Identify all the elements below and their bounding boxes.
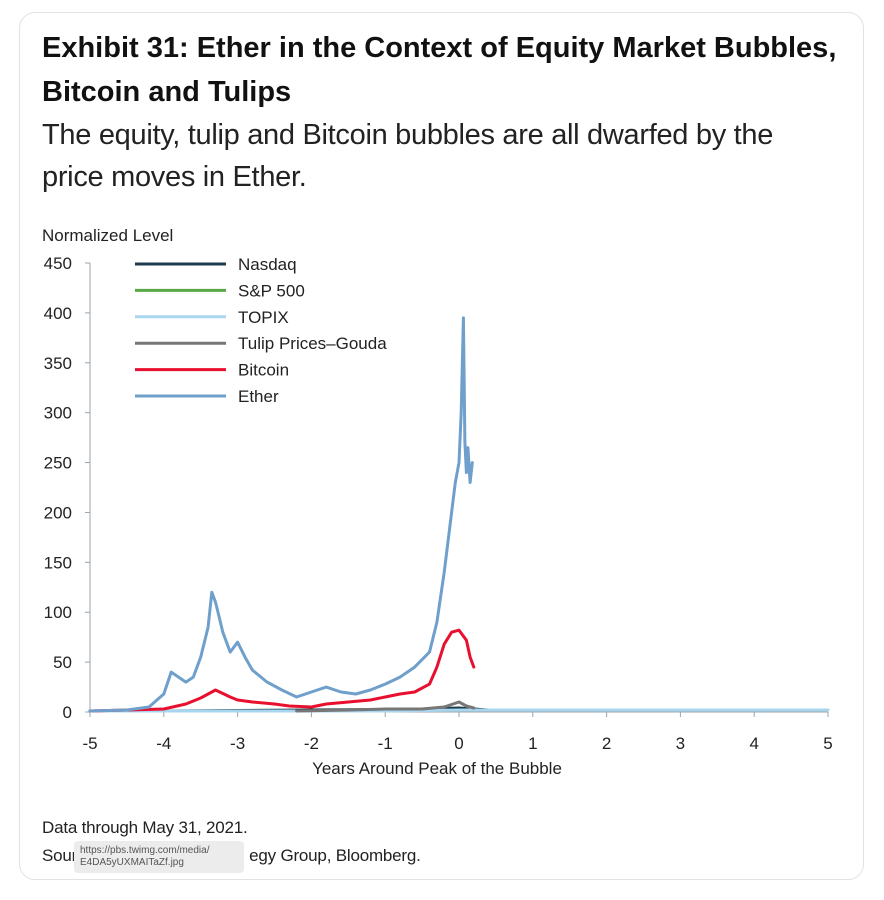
chart-subtitle: The equity, tulip and Bitcoin bubbles ar… [42,119,774,193]
image-url-tooltip: https://pbs.twimg.com/media/ E4DA5yUXMAI… [74,841,244,873]
source-suffix: egy Group, Bloomberg. [249,846,421,865]
legend-label: S&P 500 [238,281,305,300]
y-tick-label: 350 [44,354,72,373]
y-tick-label: 0 [63,703,72,722]
x-axis-label: Years Around Peak of the Bubble [312,759,562,778]
x-tick-label: -1 [378,734,393,753]
x-tick-label: -5 [82,734,97,753]
x-tick-label: 0 [454,734,463,753]
x-tick-label: 3 [676,734,685,753]
source-note: Sour egy Group, Bloomberg. [42,846,421,866]
y-tick-label: 450 [44,254,72,273]
data-note: Data through May 31, 2021. [42,818,248,837]
legend-label: Nasdaq [238,255,297,274]
x-tick-label: 1 [528,734,537,753]
y-tick-label: 300 [44,404,72,423]
y-tick-label: 100 [44,603,72,622]
x-tick-label: -3 [230,734,245,753]
legend-label: Tulip Prices–Gouda [238,334,387,353]
y-tick-label: 200 [44,503,72,522]
chart-title: Exhibit 31: Ether in the Context of Equi… [42,32,837,108]
axes-group: 0 50 100 150 200 250 300 350 400 450 -5 -4 -3 -2 -1 0 1 2… [44,254,833,753]
series-line-bitcoin [88,628,476,713]
y-tick-label: 250 [44,454,72,473]
y-tick-label: 400 [44,304,72,323]
y-axis-label: Normalized Level [42,226,173,245]
source-prefix: Sour [42,846,78,865]
legend-label: TOPIX [238,308,289,327]
series-layer [88,316,830,713]
legend: Nasdaq S&P 500 TOPIX Tulip Prices–Gouda Bitc… [135,255,387,406]
x-tick-label: 5 [823,734,832,753]
y-tick-label: 150 [44,553,72,572]
series-line-topix [88,708,830,713]
x-tick-label: -2 [304,734,319,753]
line-chart: Normalized Level Years Around Peak of th… [42,226,833,778]
legend-label: Ether [238,387,279,406]
tweet-media-card [19,12,864,880]
y-tick-label: 50 [53,653,72,672]
x-tick-label: 4 [749,734,758,753]
series-line-tulip-prices-gouda [295,700,476,713]
legend-label: Bitcoin [238,361,289,380]
series-line-ether [88,316,474,713]
x-tick-label: 2 [602,734,611,753]
x-tick-label: -4 [156,734,171,753]
